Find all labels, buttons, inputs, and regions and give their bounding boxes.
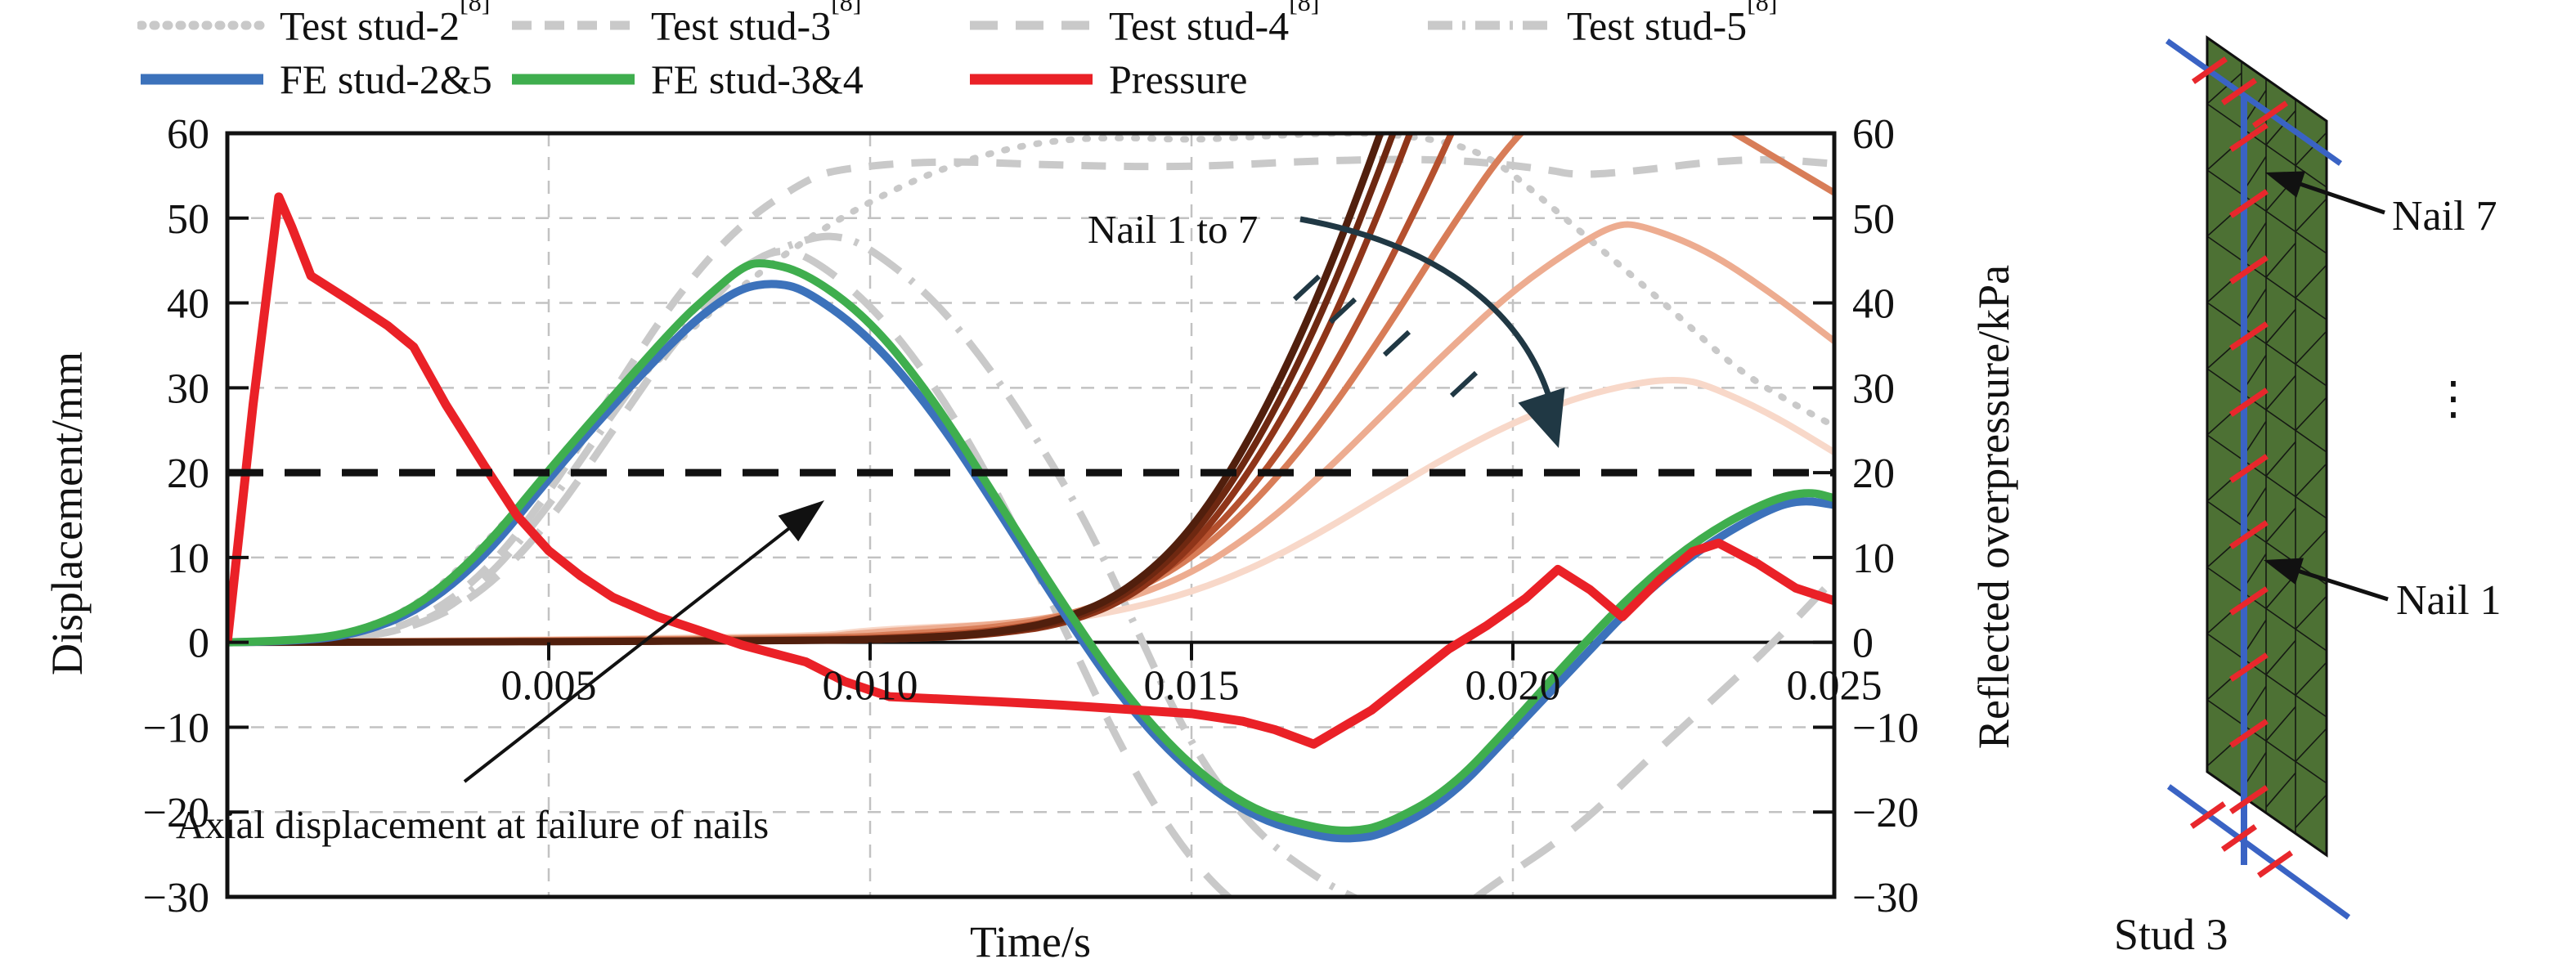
x-axis-title: Time/s [969, 917, 1092, 966]
bottom-track-line [2166, 784, 2351, 920]
y-right-tick-label: 0 [1852, 621, 1874, 667]
y-right-tick-label: −10 [1852, 705, 1919, 751]
legend-item-pressure: Pressure [967, 56, 1248, 102]
y-left-tick-label: 40 [167, 281, 209, 328]
x-tick-label: 0.025 [1787, 663, 1883, 710]
diagram-label-nail1: Nail 1 [2396, 577, 2502, 624]
top-track-line [2165, 38, 2343, 166]
legend-label: Test stud-4[8] [1109, 0, 1320, 50]
legend-label-reference: [8] [831, 0, 862, 16]
nail7-arrowhead-icon [2265, 171, 2306, 198]
legend-label: Test stud-2[8] [280, 0, 491, 50]
y-left-tick-label: 0 [188, 621, 209, 667]
grid-lines [227, 133, 1834, 897]
nail-marks [2189, 56, 2294, 878]
y-left-axis-title: Displacement/mm [43, 352, 92, 675]
series-nail-3 [227, 133, 1414, 646]
legend-label-reference: [8] [1747, 0, 1778, 16]
y-right-tick-label: 40 [1852, 281, 1895, 328]
y-right-axis-title: Reflected overpressure/kPa [1969, 264, 2018, 750]
failure-arrowhead-icon [778, 500, 824, 542]
vertical-ellipsis-icon: ⋮ [2430, 372, 2476, 425]
y-right-tick-label: 50 [1852, 196, 1895, 243]
series-nail-1 [227, 133, 1384, 647]
y-right-tick-label: 10 [1852, 536, 1895, 582]
series-fe-stud-3-4 [227, 259, 1834, 835]
legend-item-test-stud-4: Test stud-4[8] [967, 0, 1319, 48]
legend-swatch-longdash [970, 20, 1093, 30]
legend-item-fe-stud-2-5: FE stud-2&5 [137, 56, 492, 102]
legend-label: FE stud-3&4 [651, 56, 864, 102]
y-right-tick-label: 30 [1852, 365, 1895, 412]
tick-labels: 60 60 50 50 40 40 30 30 20 20 10 10 0 0 −10 −10 −20 −20 −3… [143, 111, 1919, 921]
diagram-label-stud: Stud 3 [2114, 910, 2228, 959]
y-left-tick-label: −30 [143, 875, 209, 921]
series-nail-7 [227, 377, 1834, 646]
annotation-nails-label: Nail 1 to 7 [1088, 207, 1259, 252]
legend-swatch-dashdot [1428, 20, 1551, 30]
legend-label-reference: [8] [460, 0, 491, 16]
annotation-arrows [463, 216, 1565, 783]
y-left-tick-label: 20 [167, 450, 209, 497]
x-tick-label: 0.005 [501, 663, 597, 710]
nail1-arrowhead-icon [2264, 558, 2304, 585]
series-group [227, 133, 1834, 897]
sheathing-panel [2206, 35, 2328, 858]
legend-swatch-dotted [137, 20, 267, 30]
y-right-tick-label: 60 [1852, 111, 1895, 158]
y-left-tick-label: 60 [167, 111, 209, 158]
legend-label: Test stud-3[8] [651, 0, 862, 50]
diagram-label-nail7: Nail 7 [2392, 193, 2497, 240]
annotation-failure-label: Axial displacement at failure of nails [176, 802, 770, 847]
legend-item-test-stud-5: Test stud-5[8] [1425, 0, 1777, 48]
series-pressure [227, 192, 1834, 749]
legend-label-reference: [8] [1289, 0, 1320, 16]
nails-arrowhead-icon [1518, 388, 1565, 448]
legend-label: Test stud-5[8] [1567, 0, 1778, 50]
legend-swatch-solid [512, 74, 635, 85]
legend-swatch-dash [512, 20, 635, 30]
y-left-tick-label: −20 [143, 790, 209, 836]
y-left-tick-label: −10 [143, 705, 209, 751]
legend-item-fe-stud-3-4: FE stud-3&4 [509, 56, 864, 102]
legend-label: Pressure [1109, 56, 1248, 102]
stud-diagram [2165, 35, 2389, 920]
y-left-tick-label: 10 [167, 536, 209, 582]
series-test-stud-3 [227, 155, 1834, 647]
series-test-stud-5 [227, 232, 1362, 897]
series-test-stud-2 [227, 133, 1834, 646]
y-right-tick-label: −20 [1852, 790, 1919, 836]
y-right-tick-label: −30 [1852, 875, 1919, 921]
legend-swatch-solid [970, 74, 1093, 85]
x-tick-label: 0.015 [1144, 663, 1240, 710]
series-test-stud-4 [227, 247, 1834, 897]
x-tick-label: 0.010 [823, 663, 918, 710]
legend-label: FE stud-2&5 [280, 56, 492, 102]
axis-ticks [227, 216, 1834, 814]
y-left-tick-label: 30 [167, 365, 209, 412]
x-tick-label: 0.020 [1465, 663, 1561, 710]
y-right-tick-label: 20 [1852, 450, 1895, 497]
legend-swatch-solid [141, 74, 263, 85]
y-left-tick-label: 50 [167, 196, 209, 243]
plot-border [225, 131, 1837, 899]
nails-arrow-curve [1299, 216, 1555, 408]
legend-item-test-stud-3: Test stud-3[8] [509, 0, 861, 48]
legend-item-test-stud-2: Test stud-2[8] [137, 0, 490, 48]
series-fe-stud-2-5 [227, 280, 1834, 843]
